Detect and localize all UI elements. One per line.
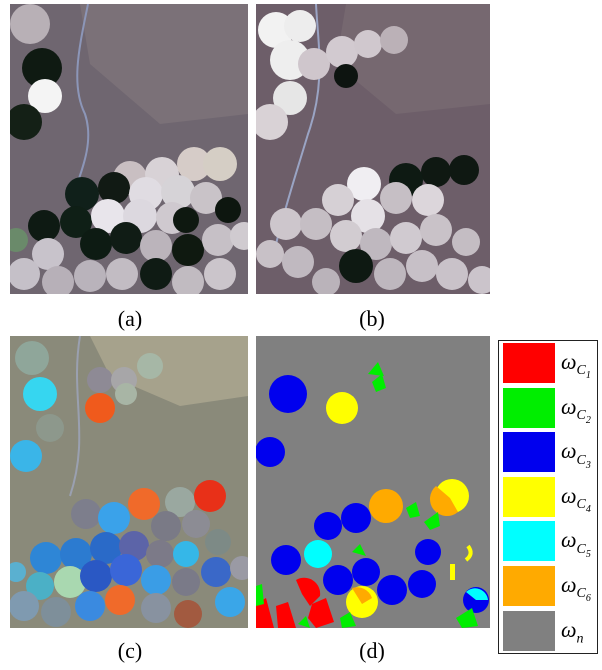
legend-label: ωC3 xyxy=(561,438,591,470)
legend-label: ωC6 xyxy=(561,572,591,604)
image-panel-c xyxy=(10,336,248,628)
legend-subscript: C3 xyxy=(576,452,591,471)
legend-swatch xyxy=(503,476,555,517)
legend-subscript-index: 2 xyxy=(585,414,591,426)
legend-subscript: C2 xyxy=(576,407,591,426)
legend-subscript-index: 3 xyxy=(585,459,591,471)
legend-label: ωC1 xyxy=(561,349,591,381)
legend-label: ωn xyxy=(561,617,584,647)
change-map-panel-d xyxy=(256,336,490,628)
legend-symbol: ω xyxy=(561,527,577,553)
legend-symbol: ω xyxy=(561,482,577,508)
legend-subscript: C6 xyxy=(576,586,591,605)
legend-label: ωC2 xyxy=(561,394,591,426)
change-composite-image xyxy=(10,336,248,628)
legend-symbol: ω xyxy=(561,349,577,374)
legend-row: ωn xyxy=(499,609,597,654)
legend-subscript: C4 xyxy=(576,497,591,515)
change-detection-map xyxy=(256,336,490,628)
satellite-image-a xyxy=(10,4,248,294)
legend-swatch xyxy=(503,610,555,651)
legend-row: ωC4 xyxy=(499,475,597,520)
legend-row: ωC5 xyxy=(499,519,597,564)
legend-subscript-index: 6 xyxy=(585,593,591,605)
image-panel-b xyxy=(256,4,490,294)
legend-subscript-index: 5 xyxy=(585,548,591,560)
legend-row: ωC6 xyxy=(499,564,597,609)
legend-label: ωC4 xyxy=(561,483,591,515)
legend-symbol: ω xyxy=(561,438,577,464)
legend-label: ωC5 xyxy=(561,527,591,559)
caption-c: (c) xyxy=(117,638,143,663)
satellite-image-b xyxy=(256,4,490,294)
legend-swatch xyxy=(503,566,555,606)
legend-subscript: C5 xyxy=(576,541,591,560)
legend-subscript: C1 xyxy=(576,363,591,382)
legend-row: ωC1 xyxy=(499,341,597,386)
legend-subscript: n xyxy=(576,630,584,646)
legend-swatch xyxy=(503,432,555,473)
class-legend: ωC1 ωC2 ωC3 ωC4 ωC5 ωC6 ωn xyxy=(498,340,598,654)
legend-symbol: ω xyxy=(561,393,577,419)
caption-d: (d) xyxy=(359,638,385,663)
legend-swatch xyxy=(503,343,555,383)
caption-b: (b) xyxy=(359,306,385,331)
legend-swatch xyxy=(503,521,555,562)
legend-subscript-index: 4 xyxy=(585,503,591,515)
legend-subscript-index: 1 xyxy=(585,370,591,382)
legend-symbol: ω xyxy=(561,572,577,597)
legend-swatch xyxy=(503,387,555,428)
legend-row: ωC3 xyxy=(499,430,597,475)
legend-row: ωC2 xyxy=(499,386,597,431)
caption-a: (a) xyxy=(117,306,143,331)
legend-symbol: ω xyxy=(561,616,577,642)
image-panel-a xyxy=(10,4,248,294)
